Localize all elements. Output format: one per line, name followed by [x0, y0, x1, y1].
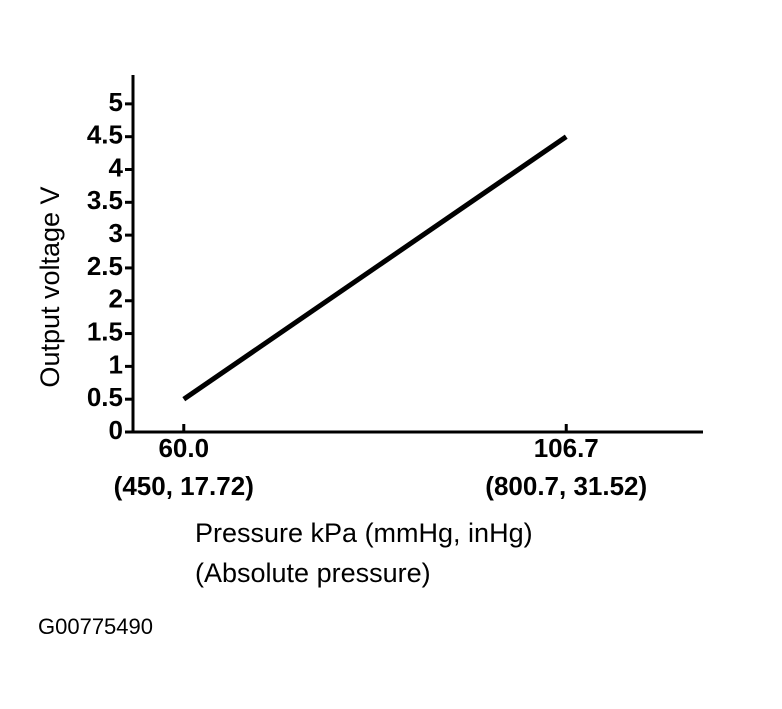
y-tick-label: 3.5 [87, 185, 123, 215]
x-axis-label: (Absolute pressure) [195, 558, 431, 588]
y-tick-label: 3 [109, 218, 123, 248]
y-tick-label: 4.5 [87, 120, 123, 150]
y-tick-label: 2.5 [87, 251, 123, 281]
y-tick-label: 1.5 [87, 316, 123, 346]
x-axis-label: Pressure kPa (mmHg, inHg) [195, 518, 533, 548]
x-tick-sublabel: (450, 17.72) [114, 471, 254, 501]
y-tick-label: 4 [109, 152, 124, 182]
figure-id: G00775490 [38, 614, 153, 639]
x-tick-sublabel: (800.7, 31.52) [485, 471, 647, 501]
y-tick-label: 5 [109, 87, 123, 117]
y-tick-label: 0.5 [87, 382, 123, 412]
y-tick-label: 0 [109, 415, 123, 445]
x-tick-label: 106.7 [534, 433, 599, 463]
x-tick-label: 60.0 [158, 433, 209, 463]
data-line [182, 134, 568, 402]
y-tick-label: 1 [109, 349, 123, 379]
y-axis-label: Output voltage V [35, 186, 65, 387]
y-tick-label: 2 [109, 284, 123, 314]
